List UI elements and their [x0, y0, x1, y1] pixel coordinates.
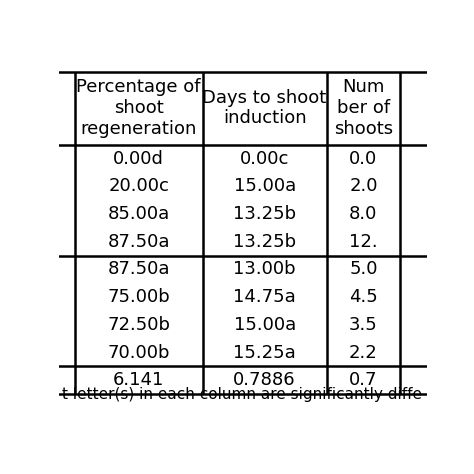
Text: 15.25a: 15.25a — [233, 344, 296, 362]
Text: 87.50a: 87.50a — [108, 233, 170, 251]
Text: 15.00a: 15.00a — [234, 316, 296, 334]
Text: 13.25b: 13.25b — [233, 205, 296, 223]
Text: 12.: 12. — [349, 233, 378, 251]
Text: 8.0: 8.0 — [349, 205, 378, 223]
Text: 87.50a: 87.50a — [108, 260, 170, 278]
Text: 0.0: 0.0 — [349, 149, 378, 167]
Text: 20.00c: 20.00c — [108, 177, 169, 195]
Text: Num
ber of
shoots: Num ber of shoots — [334, 78, 393, 138]
Text: 13.25b: 13.25b — [233, 233, 296, 251]
Text: 0.00d: 0.00d — [113, 149, 164, 167]
Text: 0.7886: 0.7886 — [233, 371, 296, 389]
Text: 5.0: 5.0 — [349, 260, 378, 278]
Text: 6.141: 6.141 — [113, 371, 164, 389]
Text: 2.0: 2.0 — [349, 177, 378, 195]
Text: 72.50b: 72.50b — [107, 316, 170, 334]
Text: 70.00b: 70.00b — [108, 344, 170, 362]
Text: 0.00c: 0.00c — [240, 149, 289, 167]
Text: t letter(s) in each column are significantly diffe: t letter(s) in each column are significa… — [63, 387, 422, 402]
Text: 15.00a: 15.00a — [234, 177, 296, 195]
Text: Days to shoot
induction: Days to shoot induction — [202, 89, 327, 128]
Text: 85.00a: 85.00a — [108, 205, 170, 223]
Text: 0.7: 0.7 — [349, 371, 378, 389]
Text: 75.00b: 75.00b — [107, 288, 170, 306]
Text: 14.75a: 14.75a — [233, 288, 296, 306]
Text: 2.2: 2.2 — [349, 344, 378, 362]
Text: Percentage of
shoot
regeneration: Percentage of shoot regeneration — [76, 78, 201, 138]
Text: 3.5: 3.5 — [349, 316, 378, 334]
Text: 4.5: 4.5 — [349, 288, 378, 306]
Text: 13.00b: 13.00b — [233, 260, 296, 278]
